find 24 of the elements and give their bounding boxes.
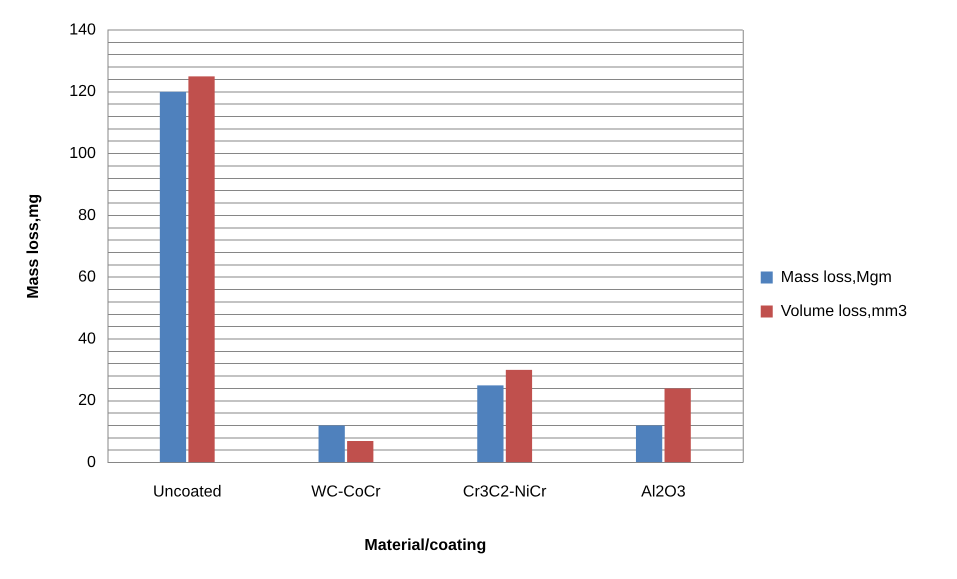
bar xyxy=(506,370,532,462)
legend-label: Volume loss,mm3 xyxy=(780,302,908,320)
bar xyxy=(664,388,691,462)
bar xyxy=(347,440,374,462)
x-axis-title: Material/coating xyxy=(364,536,486,554)
y-tick-label: 40 xyxy=(78,330,96,348)
y-tick-label: 120 xyxy=(69,83,96,100)
x-tick-label: Uncoated xyxy=(153,484,222,501)
legend-label: Mass loss,Mgm xyxy=(780,268,892,286)
y-tick-label: 140 xyxy=(69,21,96,38)
y-tick-label: 20 xyxy=(78,392,96,410)
x-tick-label: Cr3C2-NiCr xyxy=(462,484,548,501)
bar xyxy=(477,385,504,462)
bar xyxy=(188,76,215,462)
y-axis-title: Mass loss,mg xyxy=(25,194,42,299)
bar xyxy=(636,426,662,462)
x-tick-label: WC-CoCr xyxy=(311,484,382,501)
bar xyxy=(160,92,186,462)
y-tick-label: 100 xyxy=(69,145,96,162)
y-tick-label: 80 xyxy=(78,206,96,224)
x-tick-label: Al2O3 xyxy=(641,484,686,501)
y-tick-label: 60 xyxy=(78,268,96,286)
bar xyxy=(318,426,345,462)
y-tick-label: 0 xyxy=(86,454,96,472)
